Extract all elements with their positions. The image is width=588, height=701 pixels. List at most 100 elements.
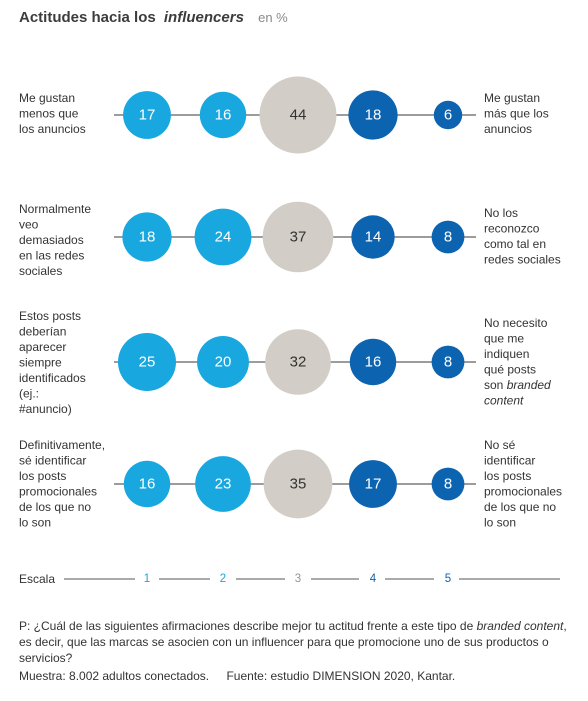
right-statement-part: reconozco bbox=[484, 222, 540, 236]
right-statement-label: lo son bbox=[484, 516, 516, 530]
question-italic: branded content bbox=[476, 619, 564, 633]
bubble bbox=[349, 460, 397, 508]
chart-title-main: Actitudes hacia los bbox=[19, 9, 156, 26]
chart-title-italic: influencers bbox=[164, 9, 244, 26]
left-statement-label: los anuncios bbox=[19, 122, 86, 136]
bubble-value-label: 16 bbox=[365, 354, 382, 371]
scale-point-label: 2 bbox=[220, 573, 226, 585]
bubble-value-label: 20 bbox=[215, 354, 232, 371]
left-statement-label: (ej.: bbox=[19, 387, 39, 401]
bubble-value-label: 8 bbox=[444, 354, 452, 371]
right-statement-label: Me gustan bbox=[484, 91, 540, 105]
scale-point-label: 4 bbox=[370, 573, 377, 585]
bubble-chart: Actitudes hacia los influencers en % 17 1… bbox=[19, 9, 562, 586]
right-statement-part: son bbox=[484, 378, 507, 392]
bubble bbox=[349, 338, 397, 386]
bubble bbox=[123, 460, 171, 508]
right-statement-part: No sé bbox=[484, 438, 516, 452]
right-statement-part: No los bbox=[484, 206, 518, 220]
right-statement-part: identificar bbox=[484, 454, 535, 468]
question-prefix: P: ¿Cuál de las siguientes afirmaciones … bbox=[19, 619, 474, 633]
bubble-value-label: 14 bbox=[365, 229, 382, 246]
chart-unit: en % bbox=[258, 10, 288, 25]
right-statement-label: indiquen bbox=[484, 347, 529, 361]
bubble-value-label: 23 bbox=[215, 476, 232, 493]
bubble-value-label: 25 bbox=[139, 354, 156, 371]
sample-note: Muestra: 8.002 adultos conectados. bbox=[19, 669, 210, 683]
bubble-value-label: 32 bbox=[290, 354, 307, 371]
bubble bbox=[431, 220, 465, 254]
bubble-value-label: 44 bbox=[290, 107, 307, 124]
right-statement-part: más que los bbox=[484, 107, 549, 121]
right-statement-label: No sé bbox=[484, 438, 516, 452]
left-statement-label: sociales bbox=[19, 264, 62, 278]
right-statement-label: content bbox=[484, 394, 524, 408]
right-statement-label: más que los bbox=[484, 107, 549, 121]
left-statement-label: Definitivamente, bbox=[19, 438, 105, 452]
right-statement-label: promocionales bbox=[484, 485, 562, 499]
chart-title: Actitudes hacia los influencers en % bbox=[19, 9, 288, 26]
left-statement-label: de los que no bbox=[19, 500, 91, 514]
bubble-value-label: 16 bbox=[215, 107, 232, 124]
scale-point-label: 3 bbox=[295, 573, 301, 585]
question-suffix: , es decir, que las marcas se asocien co… bbox=[19, 619, 567, 665]
bubble-value-label: 24 bbox=[215, 229, 232, 246]
bubble bbox=[195, 456, 251, 512]
right-statement-part: redes sociales bbox=[484, 253, 561, 267]
bubble bbox=[118, 333, 176, 391]
left-statement-label: lo son bbox=[19, 516, 51, 530]
bubble bbox=[348, 90, 398, 140]
right-statement-part: branded bbox=[507, 378, 551, 392]
bubble bbox=[265, 329, 331, 395]
right-statement-part: indiquen bbox=[484, 347, 529, 361]
bubble-value-label: 17 bbox=[365, 476, 382, 493]
left-statement-label: menos que bbox=[19, 107, 79, 121]
right-statement-label: anuncios bbox=[484, 122, 532, 136]
right-statement-part: content bbox=[484, 394, 524, 408]
left-statement-label: siempre bbox=[19, 356, 62, 370]
bubble bbox=[351, 215, 395, 259]
left-statement-label: identificados bbox=[19, 371, 86, 385]
left-statement-label: demasiados bbox=[19, 233, 84, 247]
right-statement-part: anuncios bbox=[484, 122, 532, 136]
scale-point-label: 5 bbox=[445, 573, 451, 585]
right-statement-label: de los que no bbox=[484, 500, 556, 514]
right-statement-label: identificar bbox=[484, 454, 535, 468]
scale-label: Escala bbox=[19, 572, 55, 586]
bubble-value-label: 6 bbox=[444, 107, 452, 124]
right-statement-label: como tal en bbox=[484, 237, 546, 251]
right-statement-label: reconozco bbox=[484, 222, 540, 236]
bubble-value-label: 37 bbox=[290, 229, 307, 246]
bubble bbox=[433, 100, 463, 130]
right-statement-label: redes sociales bbox=[484, 253, 561, 267]
sample-source-note: Muestra: 8.002 adultos conectados. Fuent… bbox=[19, 668, 569, 684]
bubble-value-label: 18 bbox=[139, 229, 156, 246]
bubble bbox=[199, 91, 247, 139]
bubble bbox=[431, 467, 465, 501]
left-statement-label: #anuncio) bbox=[19, 402, 72, 416]
right-statement-part: lo son bbox=[484, 516, 516, 530]
left-statement-label: aparecer bbox=[19, 340, 66, 354]
right-statement-part: promocionales bbox=[484, 485, 562, 499]
question-note: P: ¿Cuál de las siguientes afirmaciones … bbox=[19, 618, 569, 666]
bubble-value-label: 17 bbox=[139, 107, 156, 124]
right-statement-part: de los que no bbox=[484, 500, 556, 514]
left-statement-label: en las redes bbox=[19, 249, 84, 263]
bubble-value-label: 18 bbox=[365, 107, 382, 124]
bubble bbox=[194, 208, 252, 266]
left-statement-label: sé identificar bbox=[19, 454, 86, 468]
right-statement-label: qué posts bbox=[484, 363, 536, 377]
left-statement-label: deberían bbox=[19, 325, 66, 339]
bubble-value-label: 8 bbox=[444, 476, 452, 493]
left-statement-label: promocionales bbox=[19, 485, 97, 499]
bubble-value-label: 35 bbox=[290, 476, 307, 493]
bubble bbox=[123, 91, 171, 139]
left-statement-label: Estos posts bbox=[19, 309, 81, 323]
bubble-value-label: 8 bbox=[444, 229, 452, 246]
bubble bbox=[262, 201, 334, 273]
right-statement-label: los posts bbox=[484, 469, 531, 483]
right-statement-part: qué posts bbox=[484, 363, 536, 377]
